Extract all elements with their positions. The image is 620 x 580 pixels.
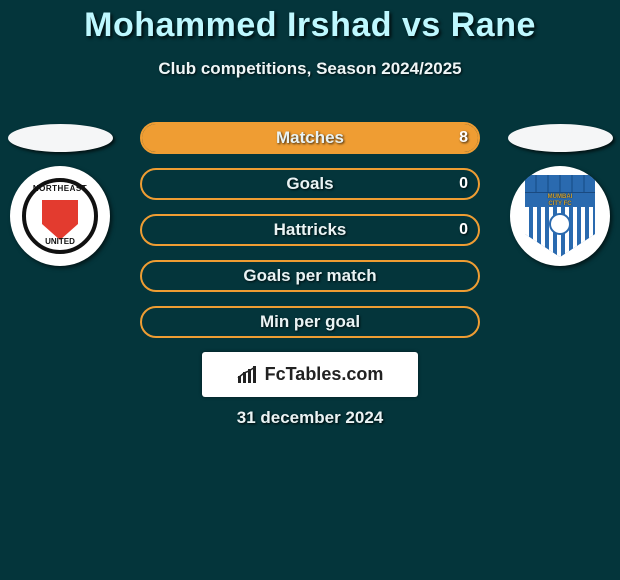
right-player-column: MUMBAI CITY FC <box>500 124 620 266</box>
stat-label: Goals <box>286 174 333 194</box>
stat-row: 8 Matches <box>140 122 480 154</box>
stat-row: 0 Hattricks <box>140 214 480 246</box>
stat-label: Goals per match <box>243 266 376 286</box>
stat-row: Goals per match <box>140 260 480 292</box>
left-club-badge: NORTHEAST UNITED <box>10 166 110 266</box>
attribution-badge: FcTables.com <box>202 352 418 397</box>
stat-label: Min per goal <box>260 312 360 332</box>
stat-value-right: 0 <box>459 221 468 239</box>
logo-crenellation-icon <box>525 175 595 193</box>
stats-list: 8 Matches 0 Goals 0 Hattricks Goals per match M… <box>140 122 480 338</box>
right-club-badge: MUMBAI CITY FC <box>510 166 610 266</box>
logo-ball-icon <box>549 213 571 235</box>
logo-text-line1: MUMBAI <box>548 194 573 200</box>
left-flag-ellipse <box>8 124 113 152</box>
logo-shield-icon <box>42 200 78 240</box>
stat-label: Hattricks <box>274 220 347 240</box>
mumbai-city-logo: MUMBAI CITY FC <box>525 175 595 257</box>
stat-value-right: 0 <box>459 175 468 193</box>
date-text: 31 december 2024 <box>0 408 620 428</box>
stat-row: Min per goal <box>140 306 480 338</box>
logo-text-top: NORTHEAST <box>26 184 94 193</box>
subtitle: Club competitions, Season 2024/2025 <box>0 59 620 79</box>
logo-stripes-icon <box>525 207 595 257</box>
stat-row: 0 Goals <box>140 168 480 200</box>
logo-text-bottom: UNITED <box>26 237 94 246</box>
attribution-text: FcTables.com <box>265 364 384 385</box>
bar-chart-icon <box>237 366 259 384</box>
page-title: Mohammed Irshad vs Rane <box>0 0 620 45</box>
stat-label: Matches <box>276 128 344 148</box>
left-player-column: NORTHEAST UNITED <box>0 124 120 266</box>
northeast-united-logo: NORTHEAST UNITED <box>22 178 98 254</box>
right-flag-ellipse <box>508 124 613 152</box>
h2h-infographic: Mohammed Irshad vs Rane Club competition… <box>0 0 620 580</box>
stat-value-right: 8 <box>459 129 468 147</box>
